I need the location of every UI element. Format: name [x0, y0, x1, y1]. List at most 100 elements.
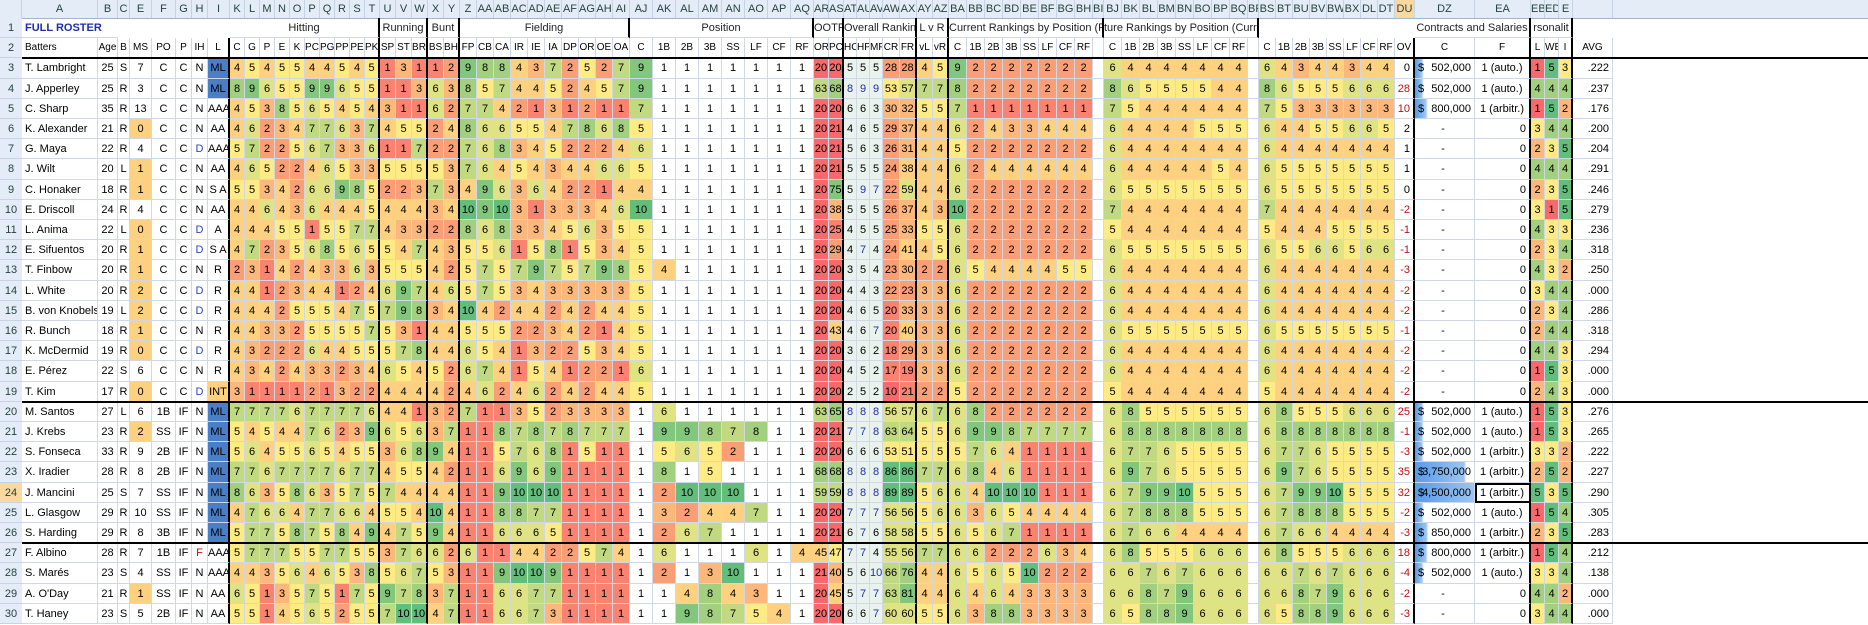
player-level[interactable]: AA — [208, 583, 230, 604]
running-rating[interactable]: 3 — [412, 78, 428, 99]
current-position-rank[interactable]: 2 — [1003, 381, 1021, 402]
player-level[interactable]: ML — [208, 78, 230, 99]
hitting-rating[interactable]: 5 — [320, 523, 335, 544]
column-letter[interactable]: DZ — [1415, 0, 1475, 18]
overall-rank[interactable]: 8 — [870, 482, 883, 503]
future-rank[interactable]: 33 — [900, 300, 917, 321]
position-rating[interactable]: 1 — [722, 78, 745, 99]
position-rating[interactable]: 7 — [722, 603, 745, 624]
fielding-rating[interactable]: 6 — [477, 159, 494, 180]
hitting-rating[interactable]: 2 — [275, 341, 290, 362]
running-rating[interactable]: 9 — [380, 583, 396, 604]
future-position-rank[interactable]: 8 — [1212, 422, 1230, 443]
hitting-rating[interactable]: 3 — [320, 361, 335, 382]
future-position-rank-2[interactable]: 4 — [1378, 58, 1395, 79]
future-position-rank[interactable]: 7 — [1158, 583, 1176, 604]
position-rating[interactable]: 1 — [722, 139, 745, 160]
future-position-rank-2[interactable]: 5 — [1293, 159, 1310, 180]
hitting-rating[interactable]: 2 — [230, 260, 245, 281]
future-position-rank[interactable]: 5 — [1176, 543, 1194, 564]
current-position-rank[interactable]: 4 — [985, 260, 1003, 281]
fielding-rating[interactable]: 9 — [494, 563, 511, 584]
future-position-rank-2[interactable]: 6 — [1378, 401, 1395, 422]
current-position-rank[interactable]: 2 — [967, 159, 985, 180]
player-age[interactable]: 21 — [98, 119, 118, 140]
overall-value[interactable]: 25 — [1395, 401, 1415, 422]
player-ms[interactable]: 0 — [130, 341, 152, 362]
fielding-rating[interactable]: 1 — [528, 98, 545, 119]
future-position-rank-2[interactable]: 5 — [1344, 159, 1361, 180]
fielding-rating[interactable]: 1 — [562, 482, 579, 503]
player-ms[interactable]: 13 — [130, 98, 152, 119]
future-position-rank[interactable]: 4 — [1230, 58, 1248, 79]
future-position-rank-2[interactable]: 6 — [1259, 502, 1276, 523]
column-letter[interactable]: AY — [917, 0, 933, 18]
future-position-rank-2[interactable]: 5 — [1293, 179, 1310, 200]
current-position-rank[interactable]: 4 — [1075, 502, 1093, 523]
future-position-rank[interactable]: 4 — [1212, 381, 1230, 402]
current-position-rank[interactable]: 2 — [1039, 361, 1057, 382]
player-p[interactable]: C — [176, 321, 192, 342]
fielding-rating[interactable]: 1 — [562, 98, 579, 119]
personality-rating[interactable]: 2 — [1531, 240, 1545, 261]
current-position-rank[interactable]: 6 — [985, 563, 1003, 584]
current-position-rank[interactable]: 1 — [1057, 523, 1075, 544]
fielding-rating[interactable]: 1 — [562, 502, 579, 523]
fielding-rating[interactable]: 1 — [477, 563, 494, 584]
overall-value[interactable]: 32 — [1395, 482, 1415, 503]
position-rating[interactable]: 1 — [699, 543, 722, 564]
hitting-rating[interactable]: 1 — [335, 583, 350, 604]
hitting-rating[interactable]: 7 — [305, 502, 320, 523]
future-position-rank[interactable]: 5 — [1158, 240, 1176, 261]
overall-value[interactable]: 28 — [1395, 78, 1415, 99]
hitting-rating[interactable]: 2 — [275, 280, 290, 301]
fielding-rating[interactable]: 8 — [494, 502, 511, 523]
current-position-rank[interactable]: 6 — [949, 119, 967, 140]
fielding-rating[interactable]: 7 — [477, 98, 494, 119]
future-position-rank-2[interactable]: 4 — [1293, 199, 1310, 220]
future-position-rank-2[interactable]: 6 — [1276, 78, 1293, 99]
player-position[interactable]: 2B — [152, 603, 176, 624]
fielding-rating[interactable]: 1 — [511, 240, 528, 261]
future-position-rank[interactable]: 6 — [1104, 240, 1122, 261]
future-position-rank-2[interactable]: 9 — [1293, 482, 1310, 503]
player-bats[interactable]: L — [118, 159, 130, 180]
current-position-rank[interactable]: 2 — [1039, 401, 1057, 422]
fielding-rating[interactable]: 5 — [528, 361, 545, 382]
lvr-rating[interactable]: 3 — [917, 341, 933, 362]
future-position-rank[interactable]: 5 — [1194, 482, 1212, 503]
current-position-rank[interactable]: 8 — [1003, 422, 1021, 443]
future-position-rank[interactable]: 5 — [1212, 442, 1230, 463]
fielding-rating[interactable]: 5 — [460, 321, 477, 342]
player-ih[interactable]: D — [192, 381, 208, 402]
position-rating[interactable]: 1 — [791, 442, 814, 463]
hitting-rating[interactable]: 5 — [230, 179, 245, 200]
current-position-rank[interactable]: 2 — [1057, 341, 1075, 362]
contract-cell[interactable]: 0 — [1475, 240, 1531, 261]
position-rating[interactable]: 1 — [653, 240, 676, 261]
future-position-rank-2[interactable]: 7 — [1276, 523, 1293, 544]
hitting-rating[interactable]: 5 — [290, 442, 305, 463]
fielding-rating[interactable]: 3 — [545, 321, 562, 342]
player-bats[interactable]: R — [118, 179, 130, 200]
future-position-rank-2[interactable]: 4 — [1361, 341, 1378, 362]
player-level[interactable]: S A — [208, 240, 230, 261]
hitting-rating[interactable]: 7 — [260, 543, 275, 564]
position-rating[interactable]: 1 — [791, 401, 814, 422]
hitting-rating[interactable]: 5 — [275, 220, 290, 241]
current-position-rank[interactable]: 7 — [1039, 422, 1057, 443]
future-position-rank-2[interactable]: 4 — [1310, 199, 1327, 220]
hitting-rating[interactable]: 1 — [260, 381, 275, 402]
running-rating[interactable]: 5 — [380, 159, 396, 180]
personality-rating[interactable]: 4 — [1531, 159, 1545, 180]
fielding-rating[interactable]: 2 — [579, 179, 596, 200]
position-rating[interactable]: 1 — [745, 341, 768, 362]
position-rating[interactable]: 1 — [791, 502, 814, 523]
overall-rank[interactable]: 5 — [870, 58, 883, 79]
future-position-rank[interactable]: 5 — [1212, 321, 1230, 342]
future-position-rank[interactable]: 4 — [1158, 361, 1176, 382]
future-position-rank[interactable]: 6 — [1140, 523, 1158, 544]
hitting-rating[interactable]: 5 — [305, 321, 320, 342]
current-position-rank[interactable]: 3 — [1039, 583, 1057, 604]
hitting-rating[interactable]: 4 — [350, 58, 365, 79]
